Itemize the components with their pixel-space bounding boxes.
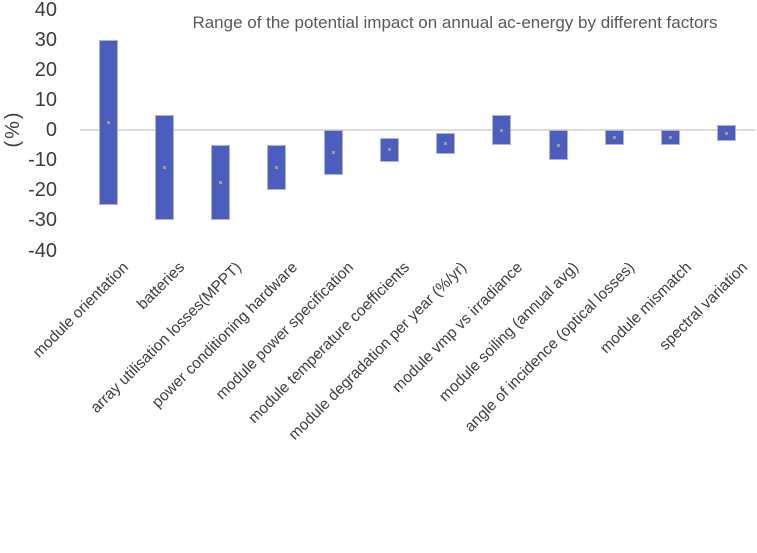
y-tick-label: -40 (0, 241, 57, 261)
midpoint-marker (163, 166, 166, 169)
chart-figure: Range of the potential impact on annual … (0, 0, 757, 451)
midpoint-marker (388, 148, 391, 151)
y-tick-label: 40 (0, 0, 57, 20)
midpoint-marker (219, 181, 222, 184)
zero-axis-line (80, 129, 755, 131)
y-tick-label: 20 (0, 60, 57, 80)
y-tick-label: -20 (0, 180, 57, 200)
midpoint-marker (444, 142, 447, 145)
y-tick-label: -10 (0, 150, 57, 170)
chart-title: Range of the potential impact on annual … (140, 13, 757, 33)
y-tick-label: -30 (0, 210, 57, 230)
midpoint-marker (275, 166, 278, 169)
y-tick-label: 10 (0, 90, 57, 110)
midpoint-marker (500, 129, 503, 132)
midpoint-marker (332, 151, 335, 154)
y-tick-label: 30 (0, 30, 57, 50)
midpoint-marker (557, 144, 560, 147)
midpoint-marker (669, 136, 672, 139)
midpoint-marker (613, 136, 616, 139)
y-tick-label: 0 (0, 120, 57, 140)
midpoint-marker (725, 132, 728, 135)
midpoint-marker (107, 121, 110, 124)
